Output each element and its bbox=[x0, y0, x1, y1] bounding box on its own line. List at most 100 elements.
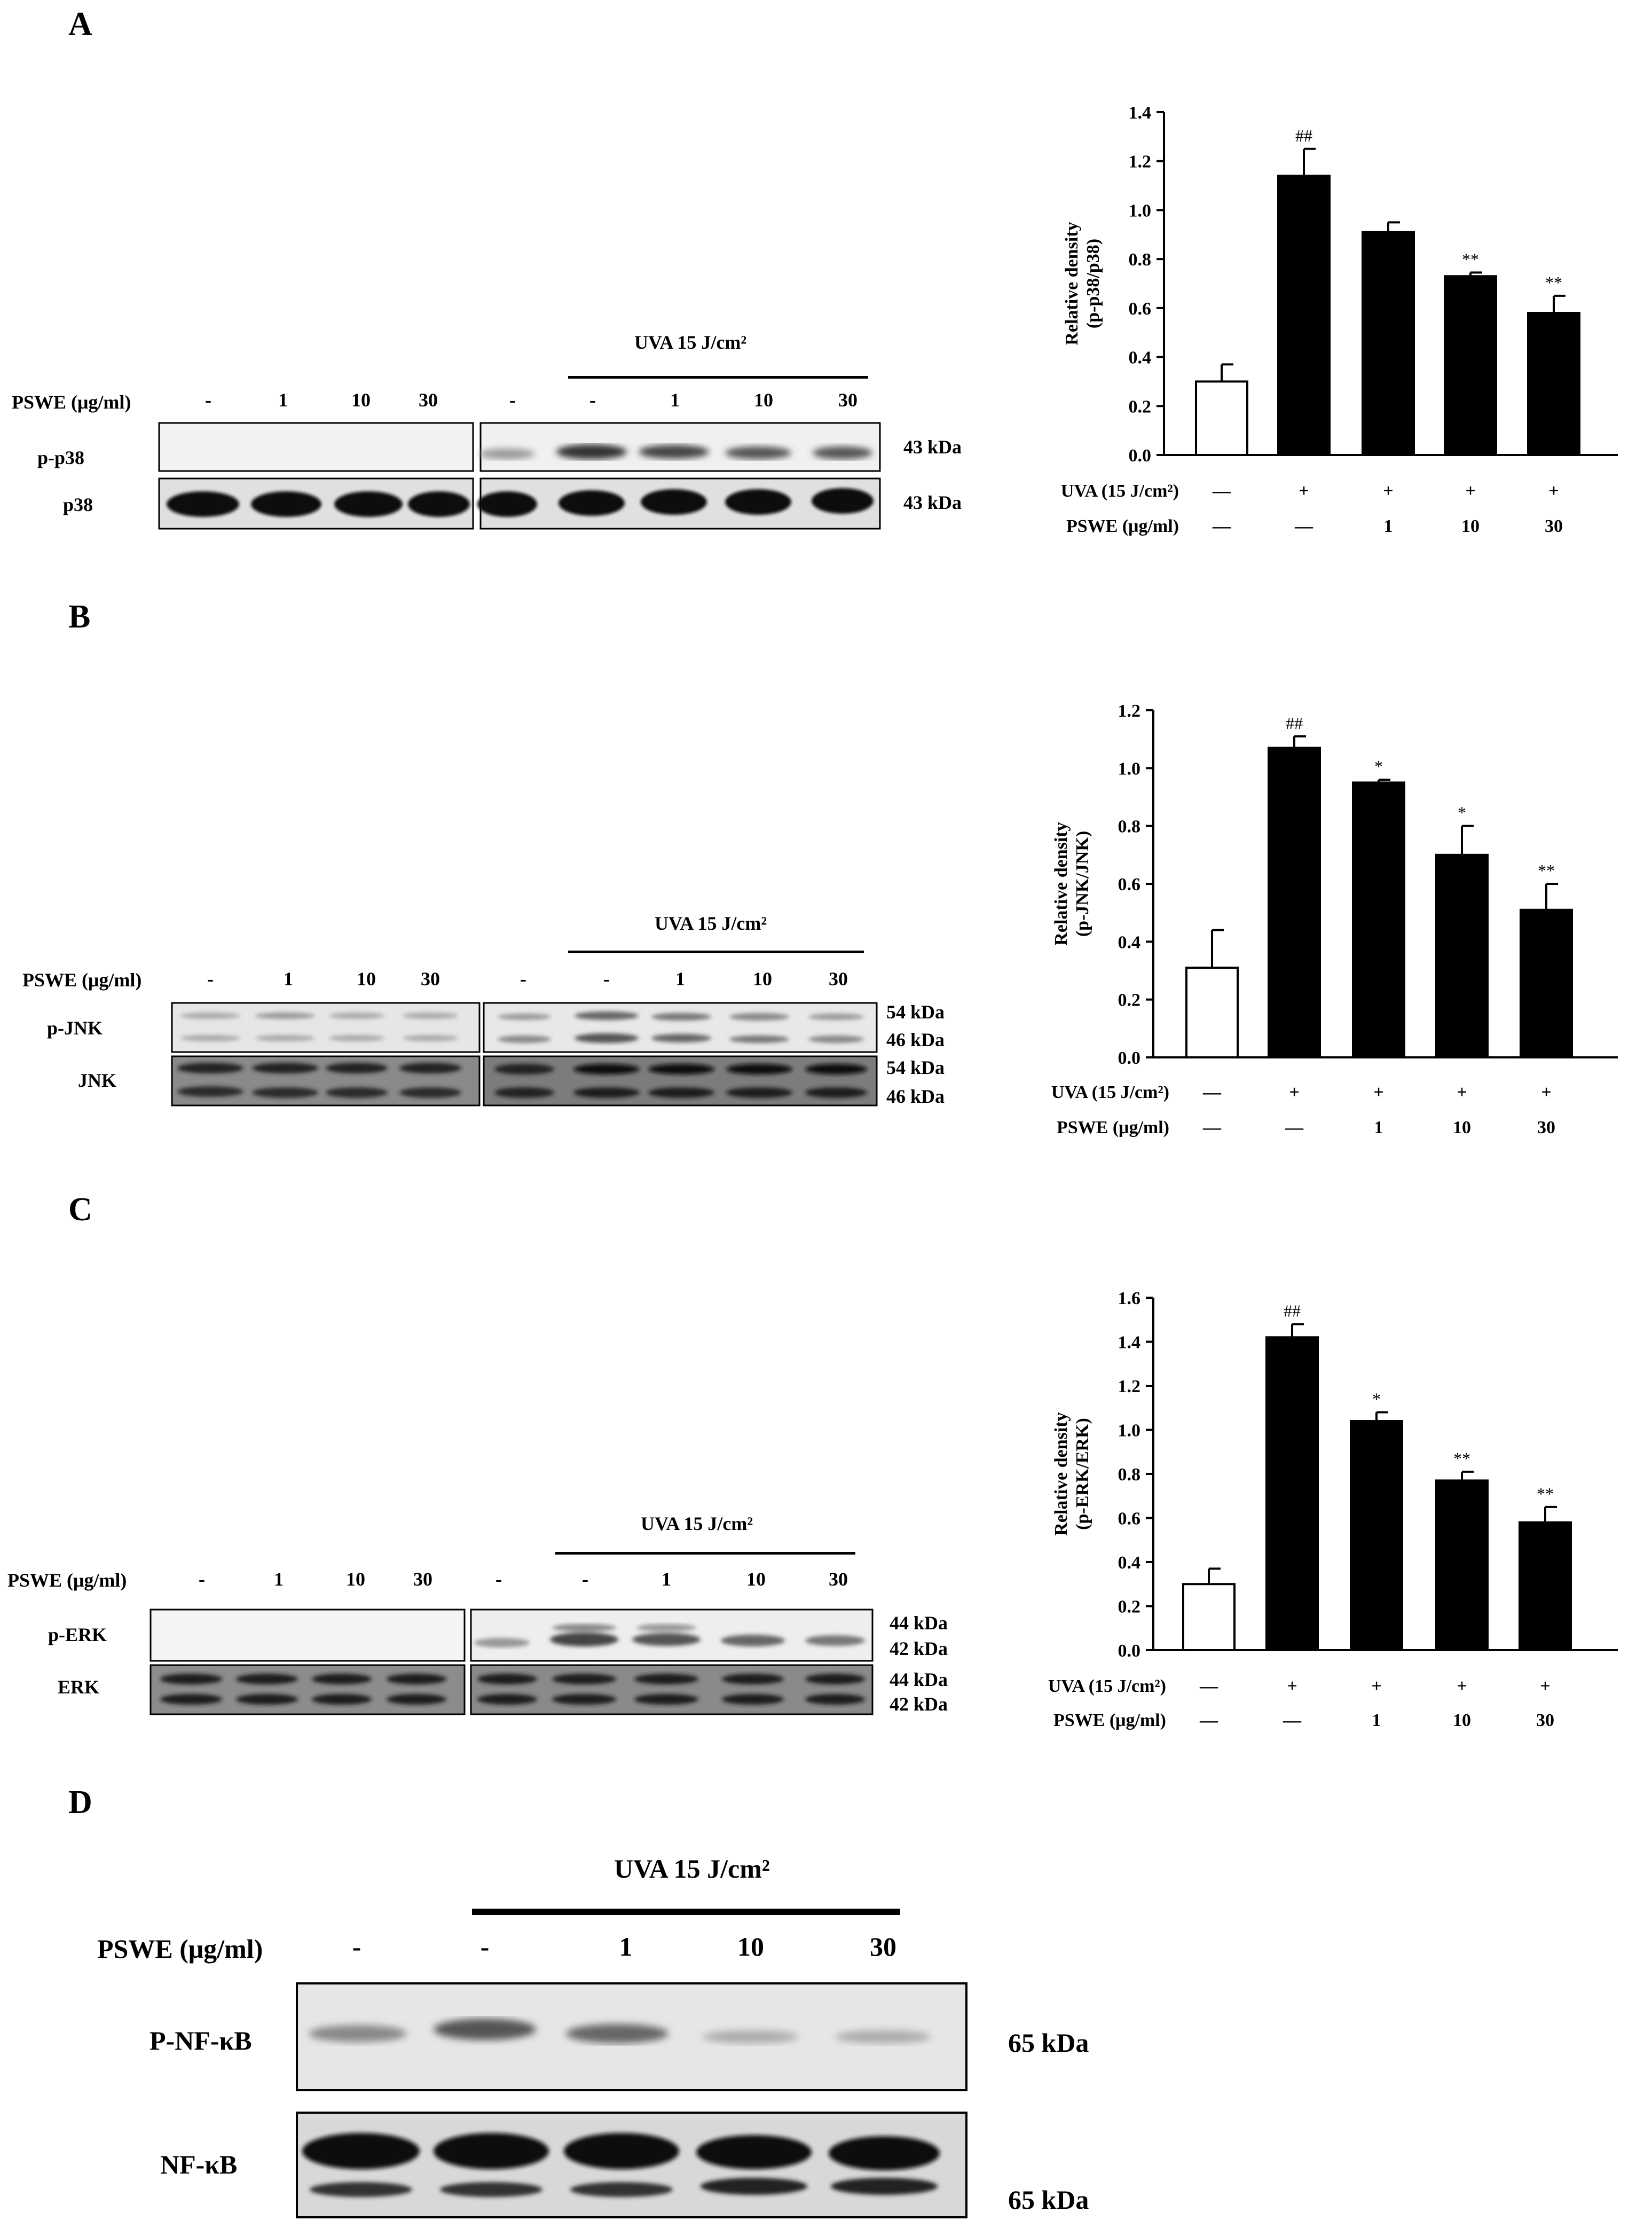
bar bbox=[1195, 380, 1248, 457]
uva-value: + bbox=[1457, 1082, 1467, 1102]
kda-jnk-46: 46 kDa bbox=[886, 1086, 945, 1107]
kda-perk-44: 44 kDa bbox=[890, 1612, 948, 1634]
kda-p38: 43 kDa bbox=[903, 492, 962, 513]
uva-value: — bbox=[1199, 1676, 1218, 1696]
pswe-label-a: PSWE (μg/ml) bbox=[12, 391, 131, 413]
lane-label: 30 bbox=[838, 389, 858, 411]
bar bbox=[1277, 175, 1331, 456]
blot-c bbox=[150, 1609, 874, 1715]
pswe-value: 1 bbox=[1372, 1711, 1381, 1730]
lane-label: - bbox=[495, 1568, 502, 1590]
lane-label: 10 bbox=[346, 1568, 365, 1590]
lane-label: 10 bbox=[351, 389, 371, 411]
y-axis-label: Relative density(p-JNK/JNK) bbox=[1051, 822, 1092, 945]
bar bbox=[1265, 1336, 1319, 1651]
y-tick-label: 1.0 bbox=[1129, 201, 1152, 221]
significance-label: * bbox=[1372, 1390, 1381, 1409]
uva-value: + bbox=[1465, 481, 1475, 501]
y-tick-label: 0.0 bbox=[1129, 446, 1152, 466]
lane-label: - bbox=[582, 1568, 588, 1590]
row-label-jnk: JNK bbox=[78, 1070, 116, 1091]
lane-label: 30 bbox=[829, 968, 848, 990]
uva-header-c: UVA 15 J/cm² bbox=[641, 1513, 753, 1534]
significance-label: ## bbox=[1284, 1301, 1301, 1321]
lane-label: 10 bbox=[357, 968, 376, 990]
significance-label: ** bbox=[1453, 1449, 1470, 1468]
lane-label: - bbox=[205, 389, 211, 411]
row-label-p38: p38 bbox=[63, 494, 93, 515]
kda-pp38: 43 kDa bbox=[903, 436, 962, 458]
pswe-value: — bbox=[1212, 516, 1231, 536]
lane-label: 30 bbox=[419, 389, 438, 411]
uva-header-a: UVA 15 J/cm² bbox=[634, 332, 747, 353]
uva-line-b bbox=[568, 951, 864, 953]
significance-label: * bbox=[1458, 803, 1466, 822]
lane-label: 30 bbox=[870, 1932, 896, 1962]
kda-pjnk-46: 46 kDa bbox=[886, 1029, 945, 1050]
y-tick-label: 0.2 bbox=[1129, 397, 1152, 417]
significance-label: ## bbox=[1295, 126, 1312, 145]
y-tick-label: 1.2 bbox=[1118, 701, 1141, 721]
uva-value: + bbox=[1457, 1676, 1467, 1696]
y-tick-label: 0.0 bbox=[1118, 1641, 1141, 1661]
lane-label: - bbox=[480, 1932, 490, 1962]
uva-value: + bbox=[1373, 1082, 1383, 1102]
uva-value: + bbox=[1540, 1676, 1550, 1696]
y-tick-label: 0.8 bbox=[1118, 1465, 1141, 1485]
panel-label-c: C bbox=[68, 1191, 92, 1228]
significance-label: ** bbox=[1537, 1484, 1554, 1503]
y-tick-label: 0.2 bbox=[1118, 1597, 1141, 1617]
lane-label: 10 bbox=[746, 1568, 766, 1590]
lane-label: 10 bbox=[737, 1932, 764, 1962]
row-label-pnfkb: P-NF-κB bbox=[150, 2026, 252, 2055]
lane-label: 1 bbox=[670, 389, 680, 411]
y-tick-label: 1.4 bbox=[1118, 1333, 1141, 1353]
kda-pjnk-54: 54 kDa bbox=[886, 1001, 945, 1023]
uva-row-label: UVA (15 J/cm²) bbox=[1048, 1676, 1166, 1696]
pswe-value: — bbox=[1294, 516, 1313, 536]
uva-line-d bbox=[472, 1909, 900, 1915]
uva-value: + bbox=[1541, 1082, 1551, 1102]
bar-chart-b: 0.0 0.2 0.4 0.6 0.8 1.0 1.2 Relative density(p-… bbox=[1051, 701, 1618, 1137]
lane-label: - bbox=[352, 1932, 361, 1962]
blot-d bbox=[296, 1982, 967, 2218]
lane-label: 1 bbox=[675, 968, 685, 990]
uva-value: + bbox=[1371, 1676, 1381, 1696]
y-tick-label: 0.0 bbox=[1118, 1048, 1141, 1068]
lane-label: - bbox=[589, 389, 596, 411]
kda-erk-44: 44 kDa bbox=[890, 1669, 948, 1690]
pswe-label-c: PSWE (μg/ml) bbox=[7, 1570, 127, 1591]
y-tick-label: 1.0 bbox=[1118, 1421, 1141, 1441]
kda-jnk-54: 54 kDa bbox=[886, 1057, 945, 1078]
bar bbox=[1519, 1521, 1572, 1651]
uva-line-c bbox=[555, 1552, 855, 1555]
lane-label: 10 bbox=[753, 968, 772, 990]
pswe-value: 10 bbox=[1453, 1711, 1471, 1730]
panel-label-a: A bbox=[68, 6, 92, 42]
bar bbox=[1362, 231, 1415, 456]
pswe-value: — bbox=[1199, 1711, 1218, 1730]
blot-a bbox=[158, 422, 881, 530]
lane-label: - bbox=[199, 1568, 205, 1590]
y-axis-label: Relative density(p-ERK/ERK) bbox=[1051, 1412, 1092, 1535]
pswe-value: 30 bbox=[1536, 1711, 1554, 1730]
uva-row-label: UVA (15 J/cm²) bbox=[1061, 481, 1179, 501]
bar bbox=[1435, 1479, 1489, 1651]
significance-label: ## bbox=[1286, 713, 1303, 733]
lane-label: - bbox=[509, 389, 516, 411]
lane-label: 1 bbox=[278, 389, 288, 411]
pswe-row-label: PSWE (μg/ml) bbox=[1057, 1118, 1169, 1137]
y-tick-label: 0.4 bbox=[1118, 932, 1141, 952]
uva-value: + bbox=[1299, 481, 1309, 501]
lane-label: 1 bbox=[284, 968, 293, 990]
y-tick-label: 1.4 bbox=[1129, 103, 1152, 123]
row-label-pjnk: p-JNK bbox=[47, 1017, 103, 1039]
lane-label: 1 bbox=[274, 1568, 284, 1590]
kda-nfkb: 65 kDa bbox=[1008, 2185, 1089, 2215]
row-label-pp38: p-p38 bbox=[37, 447, 85, 468]
uva-line-a bbox=[568, 376, 868, 379]
bar bbox=[1352, 781, 1405, 1058]
kda-erk-42: 42 kDa bbox=[890, 1693, 948, 1715]
y-tick-label: 1.0 bbox=[1118, 759, 1141, 779]
bar bbox=[1185, 967, 1239, 1058]
